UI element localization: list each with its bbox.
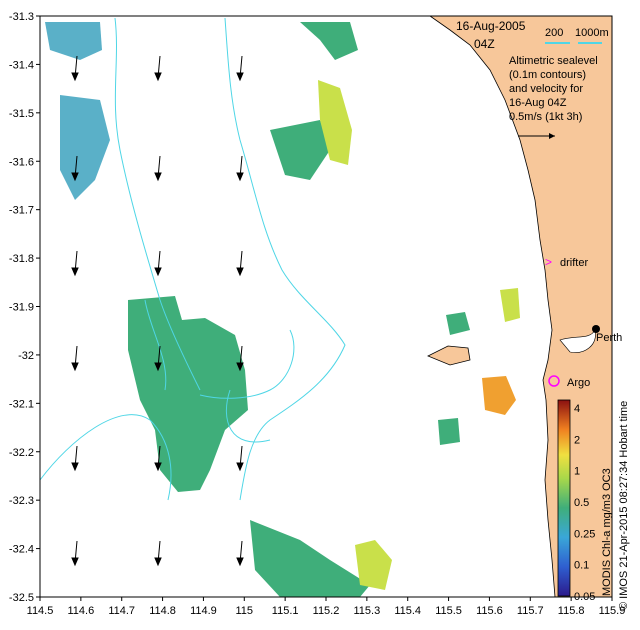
velocity-arrow <box>236 540 244 567</box>
perth-marker: Perth <box>592 325 622 344</box>
y-tick-label: -32.4 <box>9 544 34 556</box>
svg-text:0.5m/s (1kt 3h): 0.5m/s (1kt 3h) <box>509 111 582 123</box>
svg-text:Altimetric sealevel: Altimetric sealevel <box>509 55 598 67</box>
svg-text:drifter: drifter <box>560 257 588 269</box>
svg-text:200: 200 <box>545 27 563 39</box>
y-tick-label: -31.6 <box>9 156 34 168</box>
velocity-arrow <box>71 55 79 82</box>
velocity-arrow <box>236 55 244 82</box>
velocity-arrow <box>236 445 244 472</box>
x-tick-label: 115.7 <box>517 605 544 617</box>
x-tick-label: 114.7 <box>108 605 135 617</box>
colorbar-tick-label: 0.1 <box>574 560 589 572</box>
y-tick-label: -31.4 <box>9 59 34 71</box>
map-time: 04Z <box>474 37 495 51</box>
chlorophyll-peak-patch <box>482 376 516 415</box>
argo-marker: Argo <box>548 375 590 389</box>
colorbar-tick-label: 0.25 <box>574 528 595 540</box>
x-tick-label: 114.5 <box>27 605 54 617</box>
velocity-arrow <box>71 445 79 472</box>
velocity-arrow <box>154 155 162 182</box>
colorbar-tick-label: 0.05 <box>574 591 595 603</box>
x-axis: 114.5 114.6 114.7 114.8 114.9 115 115.1 115.2 11… <box>27 597 626 617</box>
velocity-arrow <box>236 250 244 277</box>
map-date: 16-Aug-2005 <box>456 19 526 33</box>
colorbar: 4 2 1 0.5 0.25 0.1 0.05 MODIS Chl-a mg/m3 OC3 <box>557 399 613 603</box>
velocity-arrow <box>154 445 162 472</box>
x-tick-label: 114.9 <box>190 605 217 617</box>
svg-text:1000m: 1000m <box>575 27 609 39</box>
x-tick-label: 115.5 <box>435 605 462 617</box>
y-tick-label: -31.8 <box>9 253 34 265</box>
velocity-arrow <box>71 540 79 567</box>
x-tick-label: 115.3 <box>353 605 380 617</box>
svg-text:>: > <box>545 255 552 269</box>
credit-text: © IMOS 21-Apr-2015 08:27:34 Hobart time <box>618 401 630 610</box>
y-tick-label: -32.3 <box>9 495 34 507</box>
x-tick-label: 115.2 <box>313 605 340 617</box>
velocity-arrow <box>71 345 79 372</box>
colorbar-tick-label: 2 <box>574 434 580 446</box>
sealevel-contours <box>39 17 346 501</box>
x-tick-label: 115.8 <box>558 605 585 617</box>
y-tick-label: -31.7 <box>9 205 34 217</box>
colorbar-title: MODIS Chl-a mg/m3 OC3 <box>601 468 613 596</box>
svg-text:Argo: Argo <box>567 377 590 389</box>
y-tick-label: -31.9 <box>9 302 34 314</box>
x-tick-label: 114.6 <box>67 605 94 617</box>
velocity-arrows <box>71 55 244 567</box>
island-rottnest <box>427 345 471 366</box>
svg-text:Perth: Perth <box>596 332 622 344</box>
y-tick-label: -31.5 <box>9 108 34 120</box>
y-tick-label: -31.3 <box>9 11 34 23</box>
scale-bar: 200 1000m <box>545 27 609 44</box>
velocity-arrow <box>154 55 162 82</box>
velocity-arrow <box>71 155 79 182</box>
velocity-arrow <box>154 345 162 372</box>
y-tick-label: -32.1 <box>9 398 34 410</box>
velocity-arrow <box>154 540 162 567</box>
x-tick-label: 115 <box>236 605 254 617</box>
svg-text:and velocity for: and velocity for <box>509 83 583 95</box>
x-tick-label: 115.9 <box>599 605 626 617</box>
colorbar-tick-label: 0.5 <box>574 497 589 509</box>
drifter-marker: > drifter <box>545 255 588 269</box>
svg-text:(0.1m contours): (0.1m contours) <box>509 69 586 81</box>
y-tick-label: -32.5 <box>9 592 34 604</box>
y-axis: -31.3 -31.4 -31.5 -31.6 -31.7 -31.8 -31.9 -32 -3… <box>9 11 40 604</box>
svg-text:16-Aug 04Z: 16-Aug 04Z <box>509 97 567 109</box>
x-tick-label: 115.4 <box>394 605 421 617</box>
velocity-arrow <box>236 155 244 182</box>
x-tick-label: 115.1 <box>272 605 299 617</box>
legend-text: Altimetric sealevel (0.1m contours) and … <box>509 55 598 139</box>
velocity-arrow <box>71 250 79 277</box>
velocity-arrow <box>236 345 244 372</box>
colorbar-tick-label: 4 <box>574 403 580 415</box>
y-tick-label: -32.2 <box>9 447 34 459</box>
y-tick-label: -32 <box>18 350 34 362</box>
velocity-arrow <box>154 250 162 277</box>
chlorophyll-high-patches <box>318 80 520 590</box>
x-tick-label: 114.8 <box>149 605 176 617</box>
x-tick-label: 115.6 <box>476 605 503 617</box>
colorbar-tick-label: 1 <box>574 466 580 478</box>
